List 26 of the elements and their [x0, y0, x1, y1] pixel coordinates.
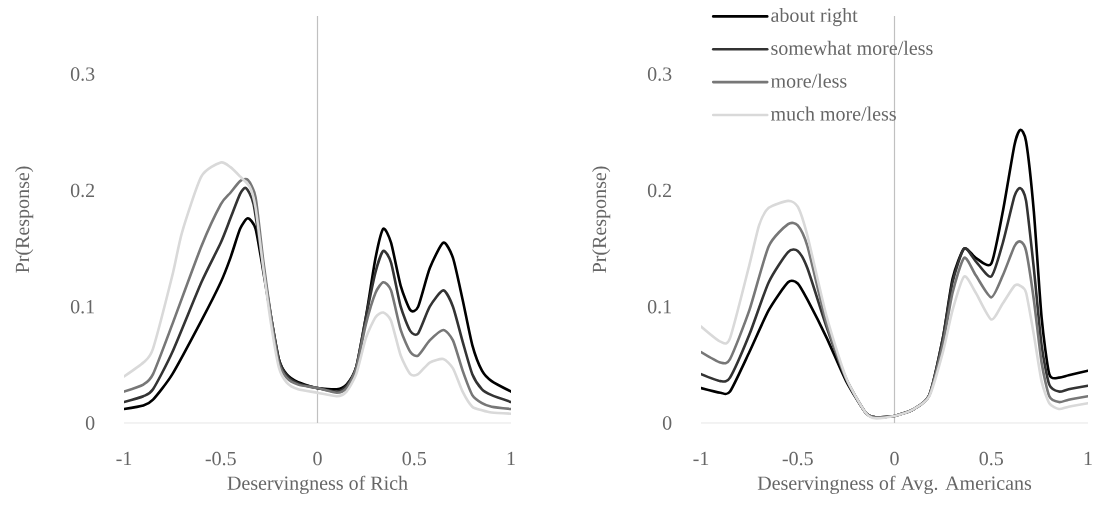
x-tick-label: 0	[313, 451, 322, 466]
x-tick-label: 1	[507, 451, 515, 466]
y-tick-label: 0.3	[647, 67, 672, 81]
y-tick-label: 0	[85, 416, 95, 430]
legend-label: somewhat more/less	[771, 40, 933, 55]
x-tick-label: -1	[693, 451, 709, 466]
legend-label: about right	[771, 7, 858, 27]
y-tick-label: 0	[662, 416, 672, 430]
x-axis-title: Deservingness of Avg. Americans	[757, 475, 1032, 495]
x-tick-label: 1	[1084, 451, 1092, 466]
x-tick-label: 0.5	[402, 451, 426, 466]
legend-label: more/less	[770, 73, 847, 88]
x-tick-label: 0.5	[979, 451, 1003, 466]
y-tick-label: 0.1	[647, 299, 671, 314]
x-tick-label: -1	[116, 451, 132, 466]
x-tick-label: -0.5	[205, 451, 236, 466]
legend-label: much more/less	[770, 106, 896, 121]
x-tick-label: -0.5	[782, 451, 813, 466]
x-axis-title: Deservingness of Rich	[227, 475, 408, 495]
y-tick-label: 0.2	[70, 183, 95, 198]
y-axis-title: Pr(Response)	[592, 166, 611, 273]
y-tick-label: 0.2	[647, 183, 672, 198]
y-tick-label: 0.1	[70, 299, 94, 314]
x-tick-label: 0	[890, 451, 899, 466]
y-tick-label: 0.3	[70, 67, 95, 81]
y-axis-title: Pr(Response)	[15, 166, 34, 273]
